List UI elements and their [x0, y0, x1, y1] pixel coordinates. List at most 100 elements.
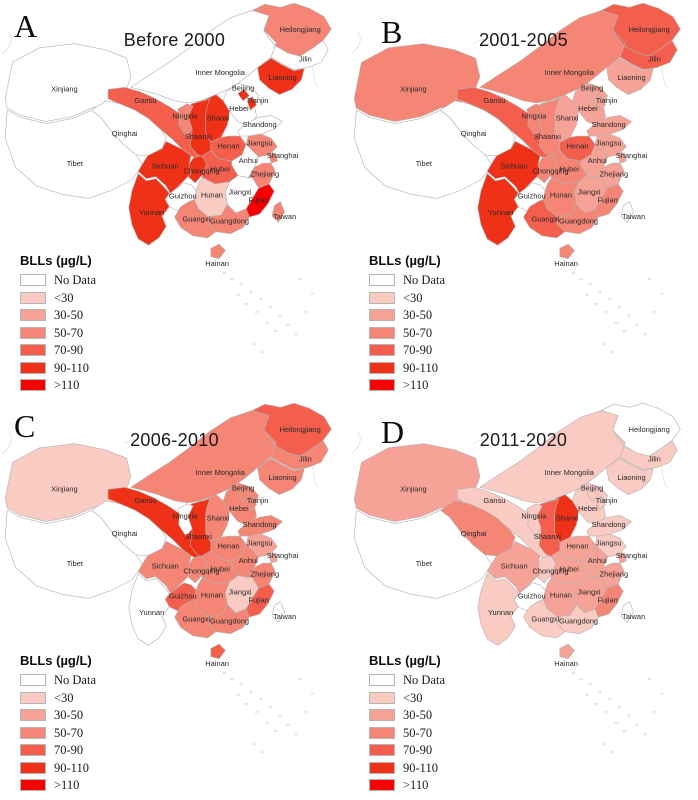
legend-swatch-lt30: [20, 291, 46, 304]
sea-island-speck: [265, 321, 269, 324]
province-label-beijing: Beijing: [232, 483, 254, 492]
panel-c-letter: C: [14, 408, 36, 444]
sea-island-speck: [608, 297, 612, 300]
legend-label: No Data: [403, 673, 445, 687]
sea-island-speck: [249, 290, 253, 293]
province-label-inner-mongolia: Inner Mongolia: [544, 468, 594, 477]
province-label-guangdong: Guangdong: [210, 616, 249, 625]
legend-row-c50_70: 50-70: [20, 326, 96, 340]
province-shandong: [586, 115, 632, 137]
legend-label: 50-70: [403, 325, 433, 340]
province-hainan: [210, 643, 226, 659]
province-label-jiangsu: Jiangsu: [247, 538, 273, 547]
legend-label: >110: [54, 378, 80, 392]
legend-row-gt110: >110: [20, 379, 96, 392]
province-label-hubei: Hubei: [210, 164, 230, 173]
province-label-xinjiang: Xinjiang: [400, 484, 427, 493]
province-label-beijing: Beijing: [232, 83, 254, 92]
province-liaoning: [257, 57, 305, 95]
sea-island-speck: [602, 342, 606, 345]
province-liaoning: [606, 457, 654, 495]
china-choropleth-svg: Xinjiang Tibet Qinghai Gansu Inner Mongolia H…: [350, 402, 681, 753]
legend-swatch-gt110: [369, 779, 395, 792]
sea-island-speck: [261, 350, 265, 353]
province-guangxi: [174, 599, 217, 639]
sea-island-speck: [647, 278, 651, 281]
province-shanghai: [617, 152, 627, 164]
legend-swatch-c30_50: [20, 709, 46, 722]
province-shandong: [237, 515, 283, 537]
legend-row-c90_110: 90-110: [369, 361, 445, 375]
province-fujian: [594, 183, 624, 218]
province-label-shandong: Shandong: [592, 120, 626, 129]
province-guangdong: [207, 604, 250, 635]
sea-island-speck: [610, 350, 614, 353]
province-label-yunnan: Yunnan: [488, 608, 513, 617]
sea-island-speck: [239, 683, 243, 686]
province-label-shanghai: Shanghai: [616, 151, 648, 160]
sea-island-speck: [304, 711, 308, 714]
legend-label: 30-50: [403, 308, 433, 322]
legend-row-c70_90: 70-90: [20, 744, 96, 757]
legend-row-nodata: No Data: [369, 274, 445, 287]
province-label-anhui: Anhui: [239, 156, 258, 165]
neighbor-border-line: [124, 32, 152, 44]
province-label-qinghai: Qinghai: [112, 129, 138, 138]
sea-island-speck: [304, 311, 308, 314]
legend-row-c70_90: 70-90: [369, 744, 445, 757]
sea-island-speck: [273, 730, 277, 733]
legend-row-c90_110: 90-110: [20, 760, 96, 775]
province-jilin: [612, 29, 678, 70]
legend-label: 30-50: [54, 308, 84, 322]
sea-island-speck: [604, 711, 608, 714]
legend-items: No Data <30 30-50 50-70 70-90 90-110 >110: [369, 674, 445, 792]
legend-row-gt110: >110: [369, 379, 445, 392]
sea-island-speck: [298, 278, 302, 281]
sea-island-speck: [265, 721, 269, 724]
legend-row-c50_70: 50-70: [369, 325, 445, 340]
legend-label: 50-70: [403, 725, 433, 740]
province-label-tianjin: Tianjin: [247, 496, 269, 505]
legend-row-c30_50: 30-50: [20, 709, 96, 722]
province-label-zhejiang: Zhejiang: [251, 170, 280, 179]
province-label-shandong: Shandong: [592, 520, 626, 529]
sea-island-speck: [223, 671, 227, 674]
sea-island-speck: [627, 314, 631, 317]
sea-island-speck: [572, 671, 576, 674]
neighbor-border-line: [1, 30, 12, 55]
province-tianjin: [246, 496, 257, 511]
legend-swatch-c90_110: [369, 361, 395, 374]
legend-label: 50-70: [54, 725, 84, 740]
province-yunnan: [128, 173, 170, 246]
province-label-ningxia: Ningxia: [521, 111, 547, 120]
province-label-heilongjiang: Heilongjiang: [280, 425, 321, 434]
province-label-tianjin: Tianjin: [596, 496, 618, 505]
province-tianjin: [246, 96, 257, 111]
sea-island-speck: [294, 333, 298, 336]
province-chongqing: [536, 155, 557, 184]
province-hainan: [559, 643, 575, 659]
sea-island-speck: [268, 706, 272, 709]
legend-row-lt30: <30: [369, 691, 445, 705]
province-label-jilin: Jilin: [648, 454, 661, 463]
province-label-jiangsu: Jiangsu: [596, 538, 622, 547]
province-taiwan: [271, 601, 285, 623]
sea-island-speck: [660, 292, 664, 295]
province-label-jiangxi: Jiangxi: [228, 587, 252, 596]
province-label-fujian: Fujian: [248, 196, 268, 205]
province-ningxia: [526, 503, 543, 537]
province-label-guangxi: Guangxi: [531, 614, 559, 623]
province-label-hebei: Hebei: [229, 104, 249, 113]
province-label-heilongjiang: Heilongjiang: [280, 25, 321, 34]
legend-swatch-nodata: [20, 274, 46, 287]
sea-island-speck: [278, 714, 282, 717]
province-label-guangxi: Guangxi: [531, 214, 559, 223]
sea-island-speck: [572, 271, 576, 274]
legend-label: 30-50: [54, 708, 84, 722]
province-label-shandong: Shandong: [243, 520, 277, 529]
legend-label: 90-110: [54, 760, 89, 775]
province-label-taiwan: Taiwan: [622, 212, 645, 221]
sea-island-speck: [643, 733, 647, 736]
province-label-ningxia: Ningxia: [521, 511, 547, 520]
legend-row-nodata: No Data: [369, 674, 445, 687]
